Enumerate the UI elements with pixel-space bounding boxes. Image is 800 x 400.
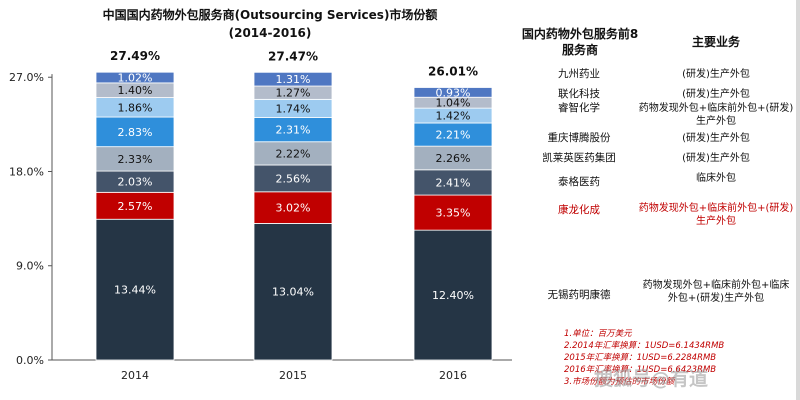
segment-data-label: 1.02% [118,72,153,85]
header-business: 主要业务 [691,35,740,49]
x-tick-label: 2015 [279,369,307,382]
stacked-bar-chart: 0.0% 9.0% 18.0% 27.0% 13.44% 2.57% 2.03% 2.33% 2… [9,49,512,382]
company-row-8: 无锡药明康德 [547,289,611,301]
bar-total-label: 26.01% [428,64,478,78]
segment-data-label: 2.57% [118,200,153,213]
bar-segment [253,71,333,87]
bar-segment [413,169,493,196]
header-company: 国内药物外包服务前8服务商 [521,27,639,57]
footnote-3: 2015年汇率换算：1USD=6.2284RMB [564,353,717,363]
x-tick-label: 2014 [121,369,149,382]
bar-segment [95,71,175,84]
footnotes: 1.单位：百万美元 2.2014年汇率换算：1USD=6.1434RMB 201… [564,328,794,388]
segment-data-label: 1.31% [276,73,311,86]
bar-segment [95,218,175,361]
footnote-1: 1.单位：百万美元 [564,329,632,339]
segment-data-label: 1.04% [436,97,471,110]
business-row-6: 临床外包 [696,173,736,184]
segment-data-label: 2.31% [276,124,311,137]
segment-data-label: 2.26% [436,152,471,165]
business-row-7: 药物发现外包+临床前外包+(研发)生产外包 [638,203,794,227]
segment-data-label: 13.44% [114,284,156,297]
company-row-4: 重庆博腾股份 [547,132,611,144]
segment-data-label: 12.40% [432,289,474,302]
business-row-8: 药物发现外包+临床前外包+临床外包+(研发)生产外包 [642,280,790,304]
chart-title-line2: (2014-2016) [228,26,312,40]
footnote-2: 2.2014年汇率换算：1USD=6.1434RMB [564,341,725,351]
bar-segment [95,116,175,148]
segment-data-label: 13.04% [272,286,314,299]
right-edge-border [796,0,800,400]
segment-data-label: 2.21% [436,129,471,142]
y-tick-label: 18.0% [9,165,44,178]
y-tick-label: 0.0% [16,354,44,367]
segment-data-label: 2.22% [276,147,311,160]
company-row-2: 联化科技 [558,88,600,100]
segment-data-label: 1.42% [436,110,471,123]
bar-segment [253,223,333,361]
chart-title-line1: 中国国内药物外包服务商(Outsourcing Services)市场份额 [102,8,438,22]
segment-data-label: 1.86% [118,101,153,114]
segment-data-label: 2.33% [118,153,153,166]
company-row-5: 凯莱英医药集团 [542,152,616,164]
bar-segment [253,164,333,193]
business-row-5: (研发)生产外包 [682,153,750,164]
company-row-1: 九州药业 [558,68,600,80]
segment-data-label: 2.03% [118,176,153,189]
business-row-1: (研发)生产外包 [682,69,750,80]
bar-total-label: 27.49% [110,49,160,63]
company-row-7: 康龙化成 [558,204,600,216]
company-row-6: 泰格医药 [558,176,600,188]
business-row-4: (研发)生产外包 [682,133,750,144]
bar-segment [413,194,493,231]
segment-data-label: 1.40% [118,84,153,97]
bar-segment [253,117,333,143]
bar-segment [413,229,493,361]
y-tick-label: 9.0% [16,260,44,273]
business-row-2: (研发)生产外包 [682,89,750,100]
bar-segment [253,191,333,224]
segment-data-label: 2.56% [276,172,311,185]
bar-total-label: 27.47% [268,49,318,63]
bar-segment [413,87,493,98]
company-row-3: 睿智化学 [558,102,600,114]
segment-data-label: 1.27% [276,87,311,100]
business-row-3: 药物发现外包+临床前外包+(研发)生产外包 [638,103,794,127]
footnote-4: 2016年汇率换算：1USD=6.6423RMB [564,365,717,375]
y-tick-label: 27.0% [9,71,44,84]
x-tick-label: 2016 [439,369,467,382]
footnote-5: 3.市场份额为预估的市场份额 [564,377,675,387]
segment-data-label: 2.83% [118,126,153,139]
segment-data-label: 3.02% [276,202,311,215]
segment-data-label: 0.93% [436,86,471,99]
segment-data-label: 1.74% [276,102,311,115]
chart-title: 中国国内药物外包服务商(Outsourcing Services)市场份额 (2… [60,6,480,42]
segment-data-label: 2.41% [436,176,471,189]
segment-data-label: 3.35% [436,207,471,220]
